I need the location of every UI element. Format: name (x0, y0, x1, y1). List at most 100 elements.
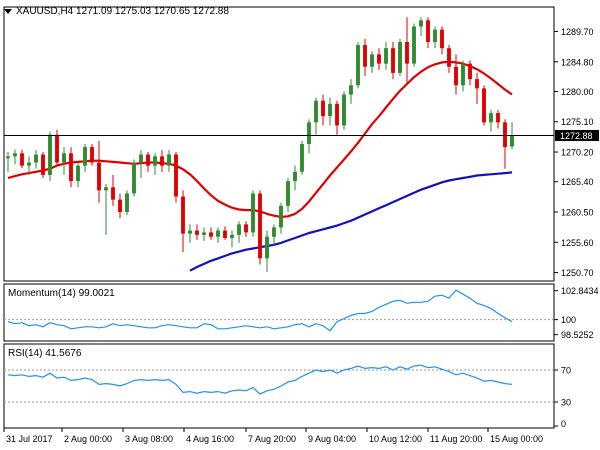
candle-body (167, 154, 171, 166)
time-tick-label: 2 Aug 00:00 (64, 434, 112, 444)
candle-body (321, 100, 325, 117)
candle-body (90, 147, 94, 163)
time-tick-label: 10 Aug 12:00 (369, 434, 422, 444)
time-tick-label: 11 Aug 20:00 (430, 434, 482, 444)
candle-body (20, 153, 24, 166)
candle-body (160, 156, 164, 166)
current-price-tag-bg (555, 129, 599, 141)
candle-body (223, 230, 227, 238)
candle-body (62, 153, 66, 163)
momentum-series-line (7, 289, 513, 332)
main-panel: XAUUSD,H4 1271.09 1275.03 1270.65 1272.8… (3, 6, 599, 282)
candle-body (489, 113, 493, 123)
candle-body (195, 230, 199, 235)
candle-body (34, 154, 38, 163)
candle-body (307, 122, 311, 144)
rsi-title: RSI(14) 41.5676 (8, 348, 82, 359)
candle-body (69, 153, 73, 182)
candle-body (118, 199, 122, 212)
momentum-line (7, 289, 513, 332)
candle-body (335, 103, 339, 126)
rsi-tick-label: 30 (561, 398, 571, 408)
rsi-line (7, 364, 513, 395)
momentum-panel-frame (3, 283, 555, 342)
candle-body (370, 54, 374, 67)
ohlc-label: 1271.09 1275.03 1270.65 1272.88 (76, 6, 229, 17)
momentum-tick-label: 98.5252 (561, 330, 594, 340)
candle-body (279, 205, 283, 228)
candle-body (405, 42, 409, 64)
candle-body (48, 134, 52, 175)
candle-body (377, 54, 381, 64)
candle-body (342, 94, 346, 126)
time-tick-label: 9 Aug 04:00 (308, 434, 356, 444)
candle-body (216, 230, 220, 237)
candle-body (251, 193, 255, 233)
candle-body (6, 156, 10, 159)
momentum-tick-label: 100 (561, 315, 576, 325)
price-tick-label: 1275.10 (561, 117, 594, 127)
price-tick-label: 1284.80 (561, 57, 594, 67)
time-tick-label: 31 Jul 2017 (6, 434, 53, 444)
main-panel-frame (3, 6, 555, 282)
candle-body (447, 48, 451, 67)
candle-body (76, 165, 80, 182)
price-tick-label: 1250.70 (561, 268, 594, 278)
candle-body (363, 45, 367, 67)
price-tick-label: 1260.50 (561, 208, 594, 218)
candle-body (27, 162, 31, 166)
candle-body (314, 100, 318, 123)
candle-body (132, 162, 136, 194)
rsi-tick-label: 0 (561, 419, 566, 429)
candle-body (286, 181, 290, 206)
candle-body (139, 154, 143, 163)
candle-body (181, 196, 185, 234)
rsi-panel-frame (3, 343, 555, 429)
candle-body (356, 45, 360, 86)
candle-body (202, 232, 206, 235)
slow-ma-line (189, 171, 513, 272)
time-tick-label: 15 Aug 00:00 (490, 434, 543, 444)
rsi-axis: 70 30 0 (4, 366, 571, 429)
candle-body (97, 162, 101, 191)
candle-body (349, 85, 353, 95)
candle-body (426, 20, 430, 42)
momentum-axis: 102.8434 100 98.5252 (4, 286, 599, 340)
candle-body (125, 193, 129, 212)
candle-body (398, 42, 402, 73)
rsi-series-line (7, 364, 513, 395)
candle-body (153, 156, 157, 166)
momentum-panel: Momentum(14) 99.0021 102.8434 100 98.5252 (3, 283, 599, 342)
price-tick-label: 1289.70 (561, 27, 594, 37)
candle-body (300, 144, 304, 172)
candle-body (510, 135, 514, 147)
price-tick-label: 1280.00 (561, 87, 594, 97)
candle-body (230, 234, 234, 238)
candle-body (419, 20, 423, 27)
candle-body (412, 26, 416, 64)
collapse-triangle-icon[interactable] (4, 9, 12, 14)
candle-body (174, 154, 178, 197)
time-axis: 31 Jul 2017 2 Aug 00:00 3 Aug 08:00 4 Aug 1… (3, 428, 543, 444)
candle-body (13, 153, 17, 157)
candle-body (104, 187, 108, 191)
price-tick-label: 1270.20 (561, 148, 594, 158)
candle-body (468, 63, 472, 80)
candle-body (454, 66, 458, 86)
candle-body (146, 154, 150, 166)
candle-body (237, 224, 241, 235)
momentum-title: Momentum(14) 99.0021 (8, 288, 115, 299)
candle-body (482, 88, 486, 123)
candles (6, 17, 514, 272)
candle-body (461, 63, 465, 86)
price-tick-label: 1265.40 (561, 177, 594, 187)
candle-body (83, 147, 87, 166)
candle-body (265, 236, 269, 259)
time-tick-label: 3 Aug 08:00 (125, 434, 173, 444)
candle-body (475, 79, 479, 89)
candle-body (440, 29, 444, 49)
candle-body (391, 48, 395, 73)
current-price-tag: 1272.88 (560, 131, 593, 141)
